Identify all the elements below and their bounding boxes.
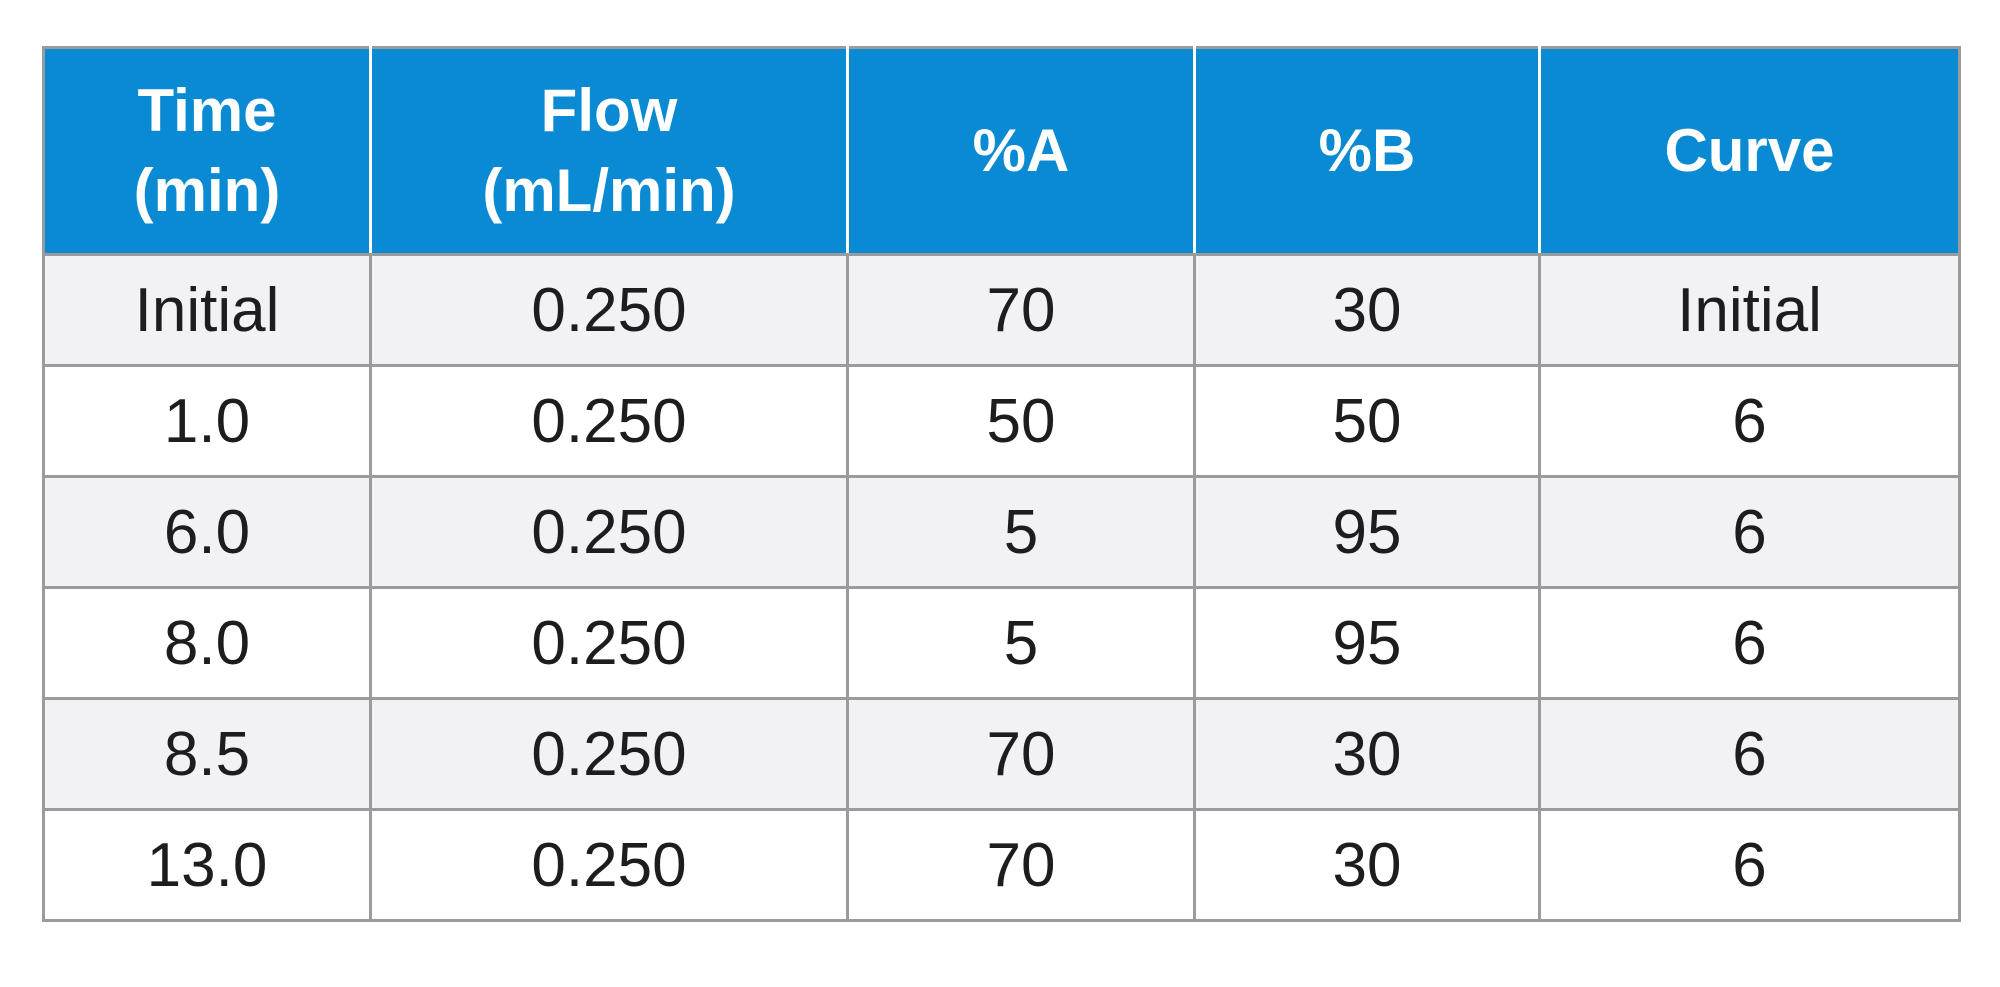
table-cell: 6 <box>1538 364 1961 478</box>
table-cell: 0.250 <box>369 364 849 478</box>
table-cell: 6 <box>1538 697 1961 811</box>
table-cell: 0.250 <box>369 475 849 589</box>
table-cell: 95 <box>1193 586 1541 700</box>
table-cell: 70 <box>846 253 1196 367</box>
table-cell: 0.250 <box>369 697 849 811</box>
table-row: 6.0 0.250 5 95 6 <box>42 475 1961 589</box>
table-cell: 30 <box>1193 697 1541 811</box>
table-cell: 70 <box>846 808 1196 922</box>
table-row: 8.0 0.250 5 95 6 <box>42 586 1961 700</box>
table-cell: 13.0 <box>42 808 372 922</box>
header-text: (min) <box>133 157 281 224</box>
header-cell: Curve <box>1538 46 1961 256</box>
table-cell: 0.250 <box>369 808 849 922</box>
table-cell: 70 <box>846 697 1196 811</box>
table-header: Time (min) Flow (mL/min) %A %B Curve <box>42 46 1961 256</box>
table-cell: 0.250 <box>369 253 849 367</box>
header-cell: Flow (mL/min) <box>369 46 849 256</box>
table-cell: 5 <box>846 475 1196 589</box>
table-cell: Initial <box>42 253 372 367</box>
table-cell: 6 <box>1538 808 1961 922</box>
header-cell: Time (min) <box>42 46 372 256</box>
table-cell: 6 <box>1538 586 1961 700</box>
header-text: %A <box>972 117 1070 184</box>
gradient-table: Time (min) Flow (mL/min) %A %B Curve Initial 0.… <box>42 46 1961 922</box>
header-text: (mL/min) <box>482 157 736 224</box>
table-cell: 6 <box>1538 475 1961 589</box>
table-cell: 6.0 <box>42 475 372 589</box>
table-cell: 5 <box>846 586 1196 700</box>
table-row: 13.0 0.250 70 30 6 <box>42 808 1961 922</box>
table-cell: 1.0 <box>42 364 372 478</box>
table-cell: 50 <box>1193 364 1541 478</box>
table-cell: 8.0 <box>42 586 372 700</box>
header-text: Curve <box>1664 117 1835 184</box>
header-row: Time (min) Flow (mL/min) %A %B Curve <box>42 46 1961 256</box>
table-cell: 50 <box>846 364 1196 478</box>
table-cell: 30 <box>1193 808 1541 922</box>
table-cell: 30 <box>1193 253 1541 367</box>
table-cell: Initial <box>1538 253 1961 367</box>
header-cell: %A <box>846 46 1196 256</box>
table-cell: 8.5 <box>42 697 372 811</box>
header-text: %B <box>1318 117 1416 184</box>
table-row: 1.0 0.250 50 50 6 <box>42 364 1961 478</box>
table-body: Initial 0.250 70 30 Initial 1.0 0.250 50 50 6 6.0 0… <box>42 253 1961 922</box>
table-row: 8.5 0.250 70 30 6 <box>42 697 1961 811</box>
table-cell: 0.250 <box>369 586 849 700</box>
table-row: Initial 0.250 70 30 Initial <box>42 253 1961 367</box>
header-cell: %B <box>1193 46 1541 256</box>
header-text: Flow <box>540 77 678 144</box>
header-text: Time <box>137 77 277 144</box>
table-cell: 95 <box>1193 475 1541 589</box>
